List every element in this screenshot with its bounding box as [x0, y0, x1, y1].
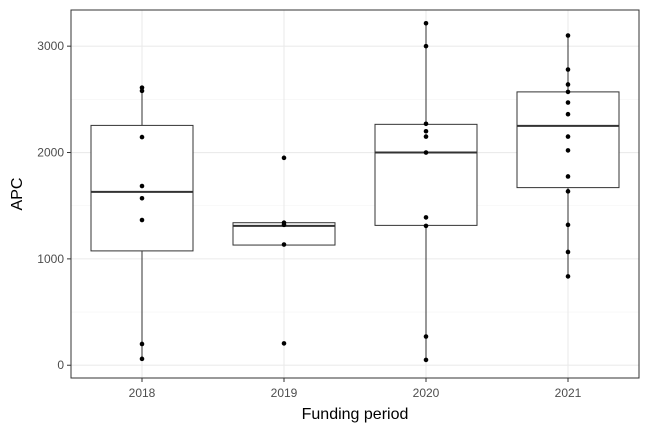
- data-point: [423, 43, 429, 49]
- data-point: [565, 174, 571, 179]
- data-point: [423, 134, 429, 139]
- data-point: [139, 195, 145, 201]
- data-point: [423, 223, 429, 229]
- data-point: [565, 100, 571, 105]
- data-point: [565, 89, 571, 95]
- axes-layer: 0 1000 2000 3000 2018 2019 2020 2021: [37, 39, 581, 400]
- data-point: [139, 217, 145, 223]
- y-axis-title: APC: [9, 178, 26, 211]
- box-2020: [374, 23, 478, 360]
- data-point: [565, 33, 571, 38]
- x-tick-label: 2021: [555, 386, 582, 400]
- data-point: [423, 121, 429, 127]
- data-point: [139, 183, 145, 189]
- data-point: [281, 155, 287, 161]
- data-point: [139, 341, 145, 347]
- box-2021: [516, 35, 620, 277]
- data-point: [423, 334, 429, 339]
- data-point: [565, 148, 571, 153]
- data-point: [565, 274, 571, 279]
- box-body: [374, 123, 478, 226]
- data-point: [423, 215, 429, 220]
- data-point: [281, 222, 287, 228]
- data-point: [423, 150, 429, 155]
- x-tick-label: 2020: [413, 386, 440, 400]
- data-point: [423, 20, 429, 26]
- data-point: [565, 67, 571, 72]
- data-point: [565, 134, 571, 139]
- data-point: [139, 134, 145, 140]
- data-point: [423, 128, 429, 134]
- data-point: [139, 85, 145, 90]
- data-point: [281, 242, 287, 247]
- data-point: [565, 82, 571, 87]
- data-point: [423, 357, 429, 363]
- x-tick-label: 2019: [271, 386, 298, 400]
- data-point: [139, 88, 145, 94]
- y-tick-label: 2000: [37, 146, 64, 160]
- data-point: [565, 111, 571, 117]
- data-point: [565, 189, 571, 194]
- points-layer: [139, 20, 571, 363]
- data-point: [565, 249, 571, 255]
- data-point: [139, 356, 145, 362]
- x-axis-title: Funding period: [302, 406, 409, 423]
- data-point: [565, 222, 571, 228]
- data-point: [281, 341, 287, 346]
- y-tick-label: 3000: [37, 39, 64, 53]
- y-tick-label: 0: [57, 358, 64, 372]
- box-body: [516, 91, 620, 189]
- y-tick-label: 1000: [37, 252, 64, 266]
- x-tick-label: 2018: [129, 386, 156, 400]
- panel-border: [70, 9, 640, 379]
